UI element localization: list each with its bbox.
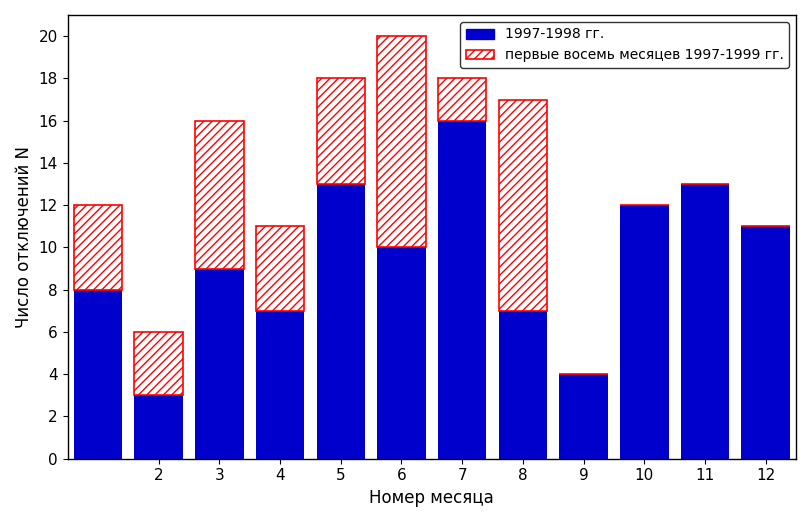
Bar — [316, 184, 365, 459]
Bar — [74, 205, 122, 290]
Bar — [255, 227, 304, 311]
Bar — [255, 311, 304, 459]
X-axis label: Номер месяца: Номер месяца — [370, 489, 494, 507]
Bar — [195, 268, 243, 459]
Bar — [741, 227, 790, 459]
Bar — [377, 247, 426, 459]
Bar — [135, 332, 183, 395]
Bar — [438, 78, 487, 121]
Bar — [620, 205, 668, 459]
Bar — [680, 184, 729, 459]
Bar — [377, 36, 426, 247]
Legend: 1997-1998 гг., первые восемь месяцев 1997-1999 гг.: 1997-1998 гг., первые восемь месяцев 199… — [460, 22, 789, 68]
Bar — [195, 121, 243, 268]
Bar — [499, 311, 547, 459]
Bar — [560, 374, 607, 459]
Bar — [74, 290, 122, 459]
Bar — [438, 121, 487, 459]
Bar — [135, 395, 183, 459]
Bar — [316, 78, 365, 184]
Y-axis label: Число отключений N: Число отключений N — [15, 146, 33, 328]
Bar — [499, 100, 547, 311]
